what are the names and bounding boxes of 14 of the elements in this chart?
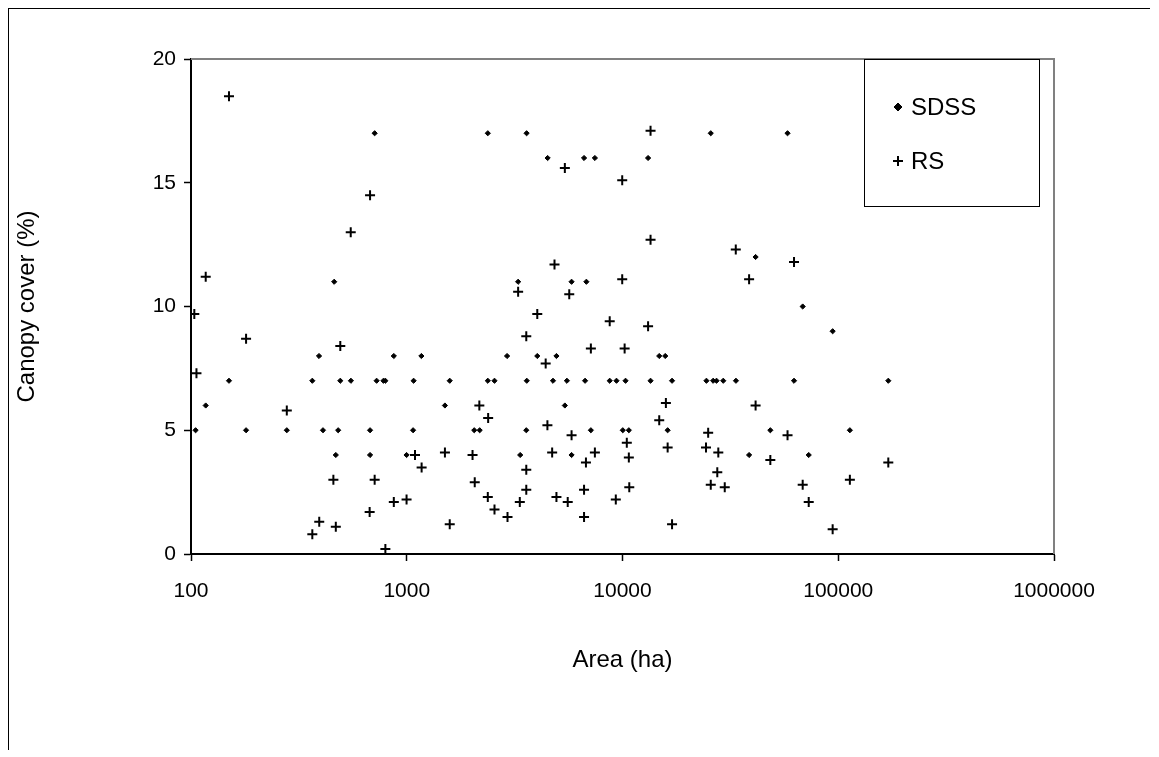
y-tick-label: 0 <box>164 540 176 564</box>
y-axis-title: Canopy cover (%) <box>12 210 40 403</box>
x-tick-label: 100000 <box>803 578 874 602</box>
x-tick-label: 1000 <box>383 578 431 602</box>
x-tick-label: 100 <box>173 578 209 602</box>
x-tick-label: 10000 <box>593 578 652 602</box>
x-axis-title: Area (ha) <box>572 645 673 673</box>
y-tick-label: 15 <box>152 169 176 193</box>
y-tick-label: 10 <box>152 293 176 317</box>
x-tick-label: 1000000 <box>1013 578 1095 602</box>
legend-label: SDSS <box>911 93 977 121</box>
legend-label: RS <box>911 147 945 175</box>
y-tick-label: 20 <box>152 45 176 69</box>
y-tick-label: 5 <box>164 417 176 441</box>
